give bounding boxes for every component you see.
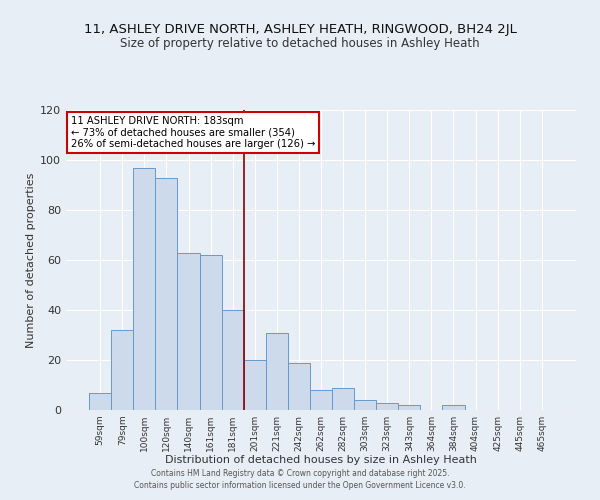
Bar bbox=[442, 405, 464, 410]
Bar bbox=[89, 392, 111, 410]
Bar bbox=[376, 402, 398, 410]
Bar bbox=[200, 255, 221, 410]
Text: Contains public sector information licensed under the Open Government Licence v3: Contains public sector information licen… bbox=[134, 481, 466, 490]
Bar bbox=[133, 168, 155, 410]
Bar bbox=[111, 330, 133, 410]
Bar bbox=[266, 332, 288, 410]
Bar bbox=[155, 178, 178, 410]
Text: 11, ASHLEY DRIVE NORTH, ASHLEY HEATH, RINGWOOD, BH24 2JL: 11, ASHLEY DRIVE NORTH, ASHLEY HEATH, RI… bbox=[83, 22, 517, 36]
X-axis label: Distribution of detached houses by size in Ashley Heath: Distribution of detached houses by size … bbox=[165, 456, 477, 466]
Bar bbox=[354, 400, 376, 410]
Bar bbox=[398, 405, 421, 410]
Bar bbox=[178, 252, 200, 410]
Bar bbox=[288, 362, 310, 410]
Bar bbox=[244, 360, 266, 410]
Bar bbox=[332, 388, 354, 410]
Y-axis label: Number of detached properties: Number of detached properties bbox=[26, 172, 36, 348]
Bar bbox=[310, 390, 332, 410]
Text: 11 ASHLEY DRIVE NORTH: 183sqm
← 73% of detached houses are smaller (354)
26% of : 11 ASHLEY DRIVE NORTH: 183sqm ← 73% of d… bbox=[71, 116, 316, 149]
Text: Contains HM Land Registry data © Crown copyright and database right 2025.: Contains HM Land Registry data © Crown c… bbox=[151, 468, 449, 477]
Bar bbox=[221, 310, 244, 410]
Text: Size of property relative to detached houses in Ashley Heath: Size of property relative to detached ho… bbox=[120, 38, 480, 51]
